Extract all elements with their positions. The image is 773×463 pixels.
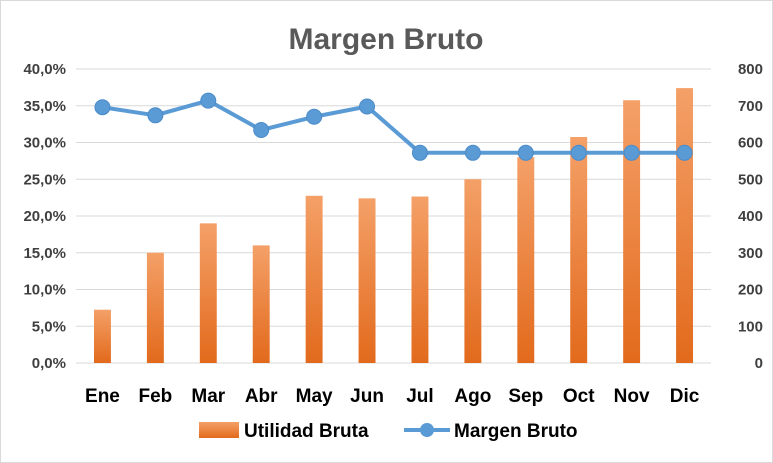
left-axis-tick-label: 35,0% bbox=[23, 98, 66, 115]
line-point bbox=[200, 92, 217, 109]
line-point bbox=[517, 144, 534, 161]
line-point bbox=[253, 122, 270, 139]
x-axis-category-label: Dic bbox=[670, 386, 700, 407]
left-axis-tick-label: 15,0% bbox=[23, 245, 66, 262]
right-axis: 0 100 200 300 400 500 600 700 800 bbox=[738, 61, 763, 372]
bar-series-utilidad-bruta bbox=[93, 88, 694, 364]
left-axis-tick-label: 25,0% bbox=[23, 171, 66, 188]
bar bbox=[358, 198, 376, 363]
left-axis-tick-label: 10,0% bbox=[23, 282, 66, 299]
line-point bbox=[94, 99, 111, 116]
bar bbox=[464, 179, 482, 363]
bar bbox=[305, 195, 323, 363]
chart-title: Margen Bruto bbox=[289, 23, 484, 56]
right-axis-tick-label: 200 bbox=[738, 282, 763, 299]
bar bbox=[252, 245, 270, 363]
line-point bbox=[306, 108, 323, 125]
bar bbox=[199, 223, 217, 363]
x-axis-category-label: May bbox=[296, 386, 333, 407]
bar bbox=[146, 252, 164, 363]
right-axis-tick-label: 0 bbox=[755, 355, 763, 372]
x-axis-category-label: Abr bbox=[245, 386, 278, 407]
left-axis-tick-label: 40,0% bbox=[23, 61, 66, 78]
left-axis-tick-label: 30,0% bbox=[23, 135, 66, 152]
left-axis-tick-label: 5,0% bbox=[32, 318, 66, 335]
legend-bar-swatch bbox=[199, 422, 239, 438]
legend-item-line: Margen Bruto bbox=[404, 421, 578, 442]
line-point bbox=[623, 144, 640, 161]
right-axis-tick-label: 500 bbox=[738, 171, 763, 188]
right-axis-tick-label: 600 bbox=[738, 135, 763, 152]
line-point bbox=[147, 107, 164, 124]
x-axis-category-label: Jun bbox=[350, 386, 384, 407]
legend-line-marker bbox=[420, 423, 434, 437]
bar bbox=[517, 157, 535, 363]
legend-item-bars: Utilidad Bruta bbox=[199, 421, 369, 442]
legend-label-line: Margen Bruto bbox=[454, 421, 578, 442]
right-axis-tick-label: 800 bbox=[738, 61, 763, 78]
x-axis-category-label: Nov bbox=[614, 386, 650, 407]
series-line bbox=[102, 98, 685, 155]
line-point bbox=[570, 144, 587, 161]
x-axis: Ene Feb Mar Abr May Jun Jul Ago Sep Oct Nov Dic bbox=[85, 386, 700, 407]
bar bbox=[411, 196, 429, 363]
x-axis-category-label: Jul bbox=[406, 386, 433, 407]
x-axis-category-label: Feb bbox=[138, 386, 172, 407]
bar bbox=[93, 309, 111, 363]
x-axis-category-label: Ene bbox=[85, 386, 120, 407]
line-point bbox=[464, 144, 481, 161]
x-axis-category-label: Mar bbox=[191, 386, 225, 407]
left-axis: 0,0% 5,0% 10,0% 15,0% 20,0% 25,0% 30,0% 35,0% 40… bbox=[23, 61, 66, 372]
line-point bbox=[411, 144, 428, 161]
right-axis-tick-label: 400 bbox=[738, 208, 763, 225]
legend-label-bars: Utilidad Bruta bbox=[244, 421, 369, 442]
line-point bbox=[676, 144, 693, 161]
right-axis-tick-label: 700 bbox=[738, 98, 763, 115]
line-series-margen-bruto bbox=[94, 92, 693, 161]
bar bbox=[676, 88, 694, 364]
line-point bbox=[359, 98, 376, 115]
left-axis-tick-label: 20,0% bbox=[23, 208, 66, 225]
bar bbox=[570, 136, 588, 363]
gridlines bbox=[76, 68, 711, 364]
bar bbox=[623, 100, 641, 364]
x-axis-category-label: Ago bbox=[454, 386, 491, 407]
x-axis-category-label: Sep bbox=[508, 386, 543, 407]
legend: Utilidad Bruta Margen Bruto bbox=[199, 421, 578, 442]
right-axis-tick-label: 300 bbox=[738, 245, 763, 262]
right-axis-tick-label: 100 bbox=[738, 318, 763, 335]
left-axis-tick-label: 0,0% bbox=[32, 355, 66, 372]
x-axis-category-label: Oct bbox=[563, 386, 595, 407]
